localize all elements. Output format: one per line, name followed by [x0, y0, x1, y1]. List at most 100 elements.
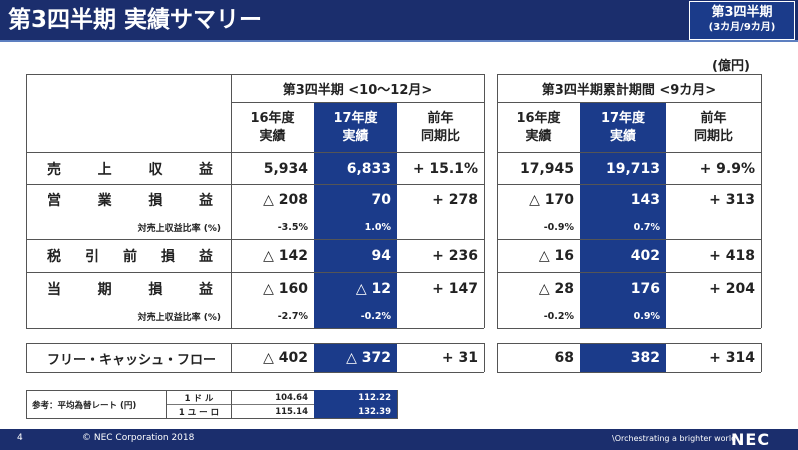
net-ratio-ytd-fy17: 0.9%	[633, 310, 660, 322]
col-fy17-ytd-line1: 17年度	[600, 110, 646, 126]
label-char: 損	[161, 249, 175, 265]
fx-eur-fy17: 132.39	[358, 406, 391, 417]
op-ratio-q3-fy17: 1.0%	[364, 221, 391, 233]
label-char: 収	[148, 161, 163, 178]
col-header-fy16: 16年度 実績	[231, 103, 314, 152]
revenue-ytd-fy17: 19,713	[605, 160, 660, 177]
fcf-q3-fy17: △ 372	[346, 350, 391, 366]
highlight-fcf-q3	[314, 343, 397, 372]
col-yoy-ytd-line2: 同期比	[693, 128, 733, 144]
row-label-net-ratio: 対売上収益比率 (%)	[137, 312, 221, 323]
net-q3-yoy: + 147	[432, 280, 478, 297]
col-header-fy17: 17年度 実績	[314, 103, 397, 152]
label-char: 営	[47, 193, 61, 209]
op-ratio-ytd-fy16: -0.9%	[543, 221, 574, 233]
col-fy17-ytd-line2: 実績	[609, 128, 636, 144]
net-ytd-fy16: △ 28	[538, 280, 574, 297]
col-fy16-line2: 実績	[259, 128, 286, 144]
row-label-op-ratio: 対売上収益比率 (%)	[137, 223, 221, 234]
col-yoy-line1: 前年	[427, 110, 454, 126]
fcf-q3-yoy: + 31	[441, 350, 478, 366]
page-title: 第3四半期 実績サマリー	[8, 7, 263, 33]
net-ratio-ytd-fy16: -0.2%	[543, 310, 574, 322]
col-fy16-ytd-line2: 実績	[525, 128, 552, 144]
label-char: 上	[97, 161, 112, 178]
net-q3-fy17: △ 12	[355, 280, 391, 297]
label-char: 期	[97, 281, 112, 298]
row-label-net: 当 期 損 益	[27, 273, 231, 304]
revenue-q3-yoy: + 15.1%	[412, 160, 478, 177]
net-ytd-yoy: + 204	[709, 280, 755, 297]
label-char: 業	[97, 193, 112, 209]
revenue-ytd-yoy: + 9.9%	[699, 160, 755, 177]
label-char: 損	[148, 281, 163, 298]
title-bar: 第3四半期 実績サマリー	[0, 0, 798, 42]
label-char: 損	[148, 193, 163, 209]
op-ratio-ytd-fy17: 0.7%	[633, 221, 660, 233]
col-fy16-ytd-line1: 16年度	[516, 110, 561, 126]
fcf-ytd-fy17: 382	[630, 350, 660, 366]
highlight-col-q3	[314, 102, 397, 328]
fx-highlight	[314, 390, 397, 418]
col-yoy-ytd-line1: 前年	[700, 110, 727, 126]
label-char: 当	[47, 281, 61, 298]
title-stripe	[0, 40, 798, 42]
pretax-q3-fy17: 94	[371, 248, 391, 264]
pretax-ytd-fy17: 402	[630, 248, 660, 264]
label-char: 益	[198, 161, 213, 178]
label-char: 益	[198, 281, 213, 298]
label-char: 売	[47, 161, 61, 178]
highlight-col-ytd	[580, 102, 666, 328]
col-fy17-line2: 実績	[342, 128, 369, 144]
badge-line2: (3カ月/9カ月)	[708, 22, 776, 33]
net-q3-fy16: △ 160	[263, 280, 308, 297]
row-label-fcf: フリー・キャッシュ・フロー	[47, 352, 217, 368]
fcf-ytd-fy16: 68	[554, 350, 574, 366]
net-ytd-fy17: 176	[630, 280, 660, 297]
fcf-q3-fy16: △ 402	[263, 350, 308, 366]
fcf-ytd-yoy: + 314	[709, 350, 755, 366]
fx-eur-fy16: 115.14	[275, 406, 308, 417]
label-char: 前	[123, 249, 137, 265]
op-ratio-q3-fy16: -3.5%	[277, 221, 308, 233]
fx-usd-fy16: 104.64	[275, 392, 308, 403]
col-fy16-line1: 16年度	[250, 110, 295, 126]
label-char: 税	[47, 249, 61, 265]
op-income-ytd-fy16: △ 170	[529, 192, 574, 208]
col-yoy-line2: 同期比	[420, 128, 460, 144]
pretax-q3-yoy: + 236	[432, 248, 478, 264]
col-header-fy16-ytd: 16年度 実績	[497, 103, 580, 152]
label-char: 益	[199, 249, 213, 265]
pretax-q3-fy16: △ 142	[263, 248, 308, 264]
col-header-yoy: 前年 同期比	[397, 103, 484, 152]
nec-logo: NEC	[731, 430, 771, 449]
op-income-q3-fy17: 70	[371, 192, 391, 208]
col-fy17-line1: 17年度	[333, 110, 378, 126]
op-income-q3-yoy: + 278	[432, 192, 478, 208]
highlight-fcf-ytd	[580, 343, 666, 372]
period-badge: 第3四半期 (3カ月/9カ月)	[689, 1, 795, 40]
row-label-revenue: 売 上 収 益	[27, 153, 231, 184]
unit-label: (億円)	[712, 59, 750, 74]
label-char: 引	[85, 249, 99, 265]
net-ratio-q3-fy16: -2.7%	[277, 310, 308, 322]
op-income-ytd-yoy: + 313	[709, 192, 755, 208]
net-ratio-q3-fy17: -0.2%	[360, 310, 391, 322]
row-label-op-income: 営 業 損 益	[27, 185, 231, 215]
fx-usd-fy17: 112.22	[358, 392, 391, 403]
col-header-fy17-ytd: 17年度 実績	[580, 103, 666, 152]
group-header-ytd: 第3四半期累計期間 <9カ月>	[541, 83, 717, 98]
fx-eur-label: 1 ユ ー ロ	[178, 407, 220, 418]
col-header-yoy-ytd: 前年 同期比	[666, 103, 761, 152]
row-label-pretax: 税 引 前 損 益	[27, 240, 231, 272]
revenue-q3-fy17: 6,833	[346, 160, 391, 177]
revenue-q3-fy16: 5,934	[263, 160, 308, 177]
pretax-ytd-yoy: + 418	[709, 248, 755, 264]
fx-usd-label: 1 ド ル	[184, 393, 214, 404]
footer-bar: 4 © NEC Corporation 2018 \Orchestrating …	[0, 429, 798, 450]
op-income-q3-fy16: △ 208	[263, 192, 308, 208]
group-header-q3: 第3四半期 <10〜12月>	[282, 83, 433, 98]
page-number: 4	[17, 433, 23, 443]
badge-line1: 第3四半期	[711, 5, 773, 20]
fx-label: 参考：平均為替レート (円)	[32, 400, 137, 411]
